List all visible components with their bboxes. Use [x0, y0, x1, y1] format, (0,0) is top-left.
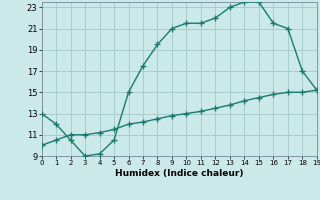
X-axis label: Humidex (Indice chaleur): Humidex (Indice chaleur) — [115, 169, 244, 178]
